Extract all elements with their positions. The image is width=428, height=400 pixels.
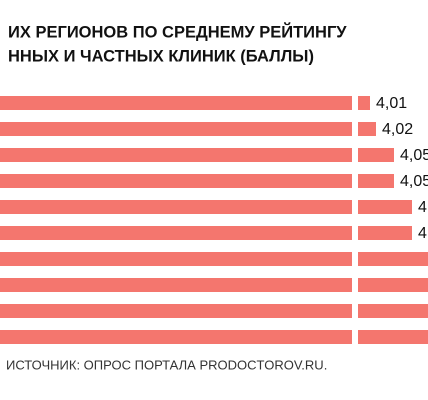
bar-main — [0, 226, 352, 240]
bar-main — [0, 122, 352, 136]
value-label: 4,05 — [400, 173, 428, 190]
value-label: 4,08 — [418, 199, 428, 216]
bar-main — [0, 174, 352, 188]
bar-tail — [358, 304, 428, 318]
source-note: ИСТОЧНИК: ОПРОС ПОРТАЛА PRODOCTOROV.RU. — [6, 357, 327, 372]
value-label: 4,01 — [376, 95, 407, 112]
bar-tail — [358, 174, 394, 188]
bar-main — [0, 200, 352, 214]
bar-tail — [358, 252, 428, 266]
value-label: 4,02 — [382, 121, 413, 138]
bar-tail — [358, 278, 428, 292]
bar-main — [0, 330, 352, 344]
bar-tail — [358, 148, 394, 162]
bar-main — [0, 278, 352, 292]
bar-main — [0, 96, 352, 110]
chart-title-line: ИХ РЕГИОНОВ ПО СРЕДНЕМУ РЕЙТИНГУ — [8, 22, 347, 41]
bar-main — [0, 148, 352, 162]
chart-title-line: ННЫХ И ЧАСТНЫХ КЛИНИК (БАЛЛЫ) — [8, 47, 314, 65]
bar-main — [0, 304, 352, 318]
bar-tail — [358, 226, 412, 240]
bar-main — [0, 252, 352, 266]
bar-tail — [358, 330, 428, 344]
bar-tail — [358, 200, 412, 214]
bar-tail — [358, 96, 370, 110]
value-label: 4,08 — [418, 225, 428, 242]
bar-tail — [358, 122, 376, 136]
value-label: 4,05 — [400, 147, 428, 164]
